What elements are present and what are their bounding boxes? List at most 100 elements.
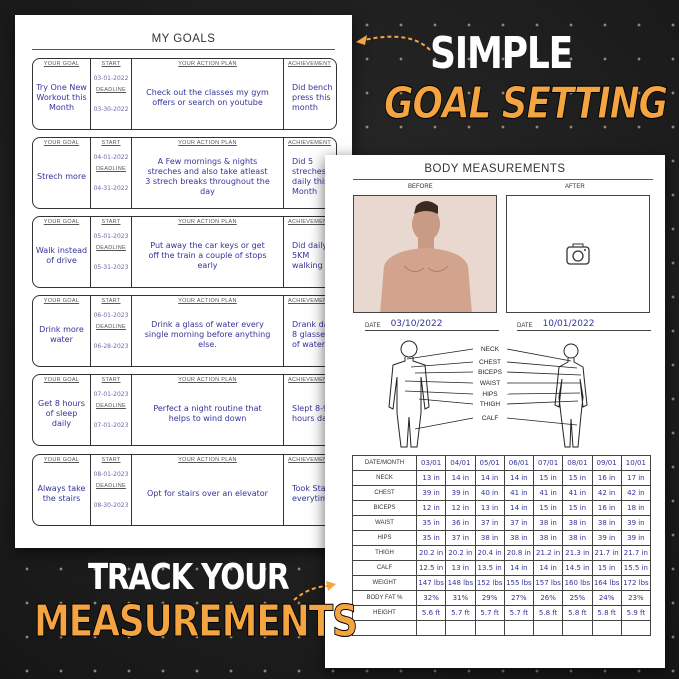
measurement-cell[interactable]: 35 in: [415, 530, 447, 546]
measurement-cell[interactable]: [532, 620, 564, 636]
dates-cell[interactable]: START 04-01-2022 DEADLINE 04-31-2022: [91, 138, 132, 208]
measurement-cell[interactable]: 21.7 in: [591, 545, 622, 561]
measurement-cell[interactable]: 15 in: [591, 560, 622, 576]
dates-cell[interactable]: START 08-01-2023 DEADLINE 08-30-2023: [91, 455, 132, 525]
measurement-cell[interactable]: 27%: [503, 590, 535, 606]
measurement-cell[interactable]: 148 lbs: [445, 575, 476, 591]
measurement-cell[interactable]: 15 in: [532, 470, 564, 486]
measurement-cell[interactable]: 21.7 in: [620, 545, 652, 561]
measurement-cell[interactable]: 15 in: [562, 470, 593, 486]
measurement-cell[interactable]: 20.8 in: [503, 545, 535, 561]
measurement-cell[interactable]: 32%: [415, 590, 447, 606]
after-date-field[interactable]: DATE 10/01/2022: [517, 317, 651, 331]
measurement-cell[interactable]: 13 in: [445, 560, 476, 576]
plan-cell[interactable]: YOUR ACTION PLAN Put away the car keys or…: [132, 217, 284, 287]
measurement-cell[interactable]: 38 in: [562, 530, 593, 546]
measurement-cell[interactable]: 20.2 in: [445, 545, 476, 561]
measurement-cell[interactable]: [415, 620, 447, 636]
dates-cell[interactable]: START 03-01-2022 DEADLINE 03-30-2022: [91, 59, 132, 129]
measurement-cell[interactable]: 13 in: [415, 470, 447, 486]
goal-cell[interactable]: YOUR GOAL Get 8 hours of sleep daily: [33, 375, 91, 445]
measurement-cell[interactable]: 42 in: [620, 485, 652, 501]
measurement-cell[interactable]: 37 in: [474, 515, 505, 531]
measurement-cell[interactable]: 157 lbs: [532, 575, 564, 591]
goal-cell[interactable]: YOUR GOAL Always take the stairs: [33, 455, 91, 525]
measurement-cell[interactable]: 38 in: [532, 530, 564, 546]
measurement-cell[interactable]: [620, 620, 652, 636]
plan-cell[interactable]: YOUR ACTION PLAN Perfect a night routine …: [132, 375, 284, 445]
measurement-cell[interactable]: 39 in: [415, 485, 447, 501]
measurement-cell[interactable]: 172 lbs: [620, 575, 652, 591]
measurement-cell[interactable]: 37 in: [445, 530, 476, 546]
measurement-cell[interactable]: 5.9 ft: [620, 605, 652, 621]
measurement-cell[interactable]: 18 in: [620, 500, 652, 516]
measurement-cell[interactable]: 20.2 in: [415, 545, 447, 561]
measurement-cell[interactable]: 14 in: [503, 560, 535, 576]
measurement-cell[interactable]: 35 in: [415, 515, 447, 531]
measurement-cell[interactable]: 5.6 ft: [415, 605, 447, 621]
measurement-cell[interactable]: 5.7 ft: [445, 605, 476, 621]
measurement-cell[interactable]: 14 in: [503, 500, 535, 516]
measurement-cell[interactable]: 41 in: [503, 485, 535, 501]
measurement-cell[interactable]: 21.3 in: [562, 545, 593, 561]
measurement-cell[interactable]: 38 in: [532, 515, 564, 531]
goal-cell[interactable]: YOUR GOAL Drink more water: [33, 296, 91, 366]
plan-cell[interactable]: YOUR ACTION PLAN Opt for stairs over an e…: [132, 455, 284, 525]
measurement-cell[interactable]: [591, 620, 622, 636]
measurement-cell[interactable]: 12 in: [445, 500, 476, 516]
measurement-cell[interactable]: 20.4 in: [474, 545, 505, 561]
measurement-cell[interactable]: 39 in: [620, 530, 652, 546]
dates-cell[interactable]: START 06-01-2023 DEADLINE 06-28-2023: [91, 296, 132, 366]
measurement-cell[interactable]: 5.8 ft: [532, 605, 564, 621]
measurement-cell[interactable]: 41 in: [532, 485, 564, 501]
measurement-cell[interactable]: 39 in: [445, 485, 476, 501]
measurement-cell[interactable]: 5.8 ft: [562, 605, 593, 621]
measurement-cell[interactable]: 15 in: [532, 500, 564, 516]
after-photo-placeholder[interactable]: [506, 195, 650, 313]
measurement-cell[interactable]: 14.5 in: [562, 560, 593, 576]
before-date-field[interactable]: DATE 03/10/2022: [365, 317, 499, 331]
measurement-cell[interactable]: [474, 620, 505, 636]
measurement-cell[interactable]: 5.7 ft: [474, 605, 505, 621]
measurement-cell[interactable]: 164 lbs: [591, 575, 622, 591]
measurement-cell[interactable]: [445, 620, 476, 636]
achievement-cell[interactable]: ACHIEVEMENT Did bench press this month: [284, 59, 336, 129]
measurement-cell[interactable]: 5.7 ft: [503, 605, 535, 621]
measurement-cell[interactable]: 31%: [445, 590, 476, 606]
measurement-cell[interactable]: [562, 620, 593, 636]
measurement-cell[interactable]: 160 lbs: [562, 575, 593, 591]
measurement-cell[interactable]: 42 in: [591, 485, 622, 501]
measurement-cell[interactable]: 41 in: [562, 485, 593, 501]
achievement-cell[interactable]: ACHIEVEMENT Took Sta everytime: [284, 455, 336, 525]
measurement-cell[interactable]: 14 in: [445, 470, 476, 486]
measurement-cell[interactable]: 38 in: [503, 530, 535, 546]
plan-cell[interactable]: YOUR ACTION PLAN Drink a glass of water e…: [132, 296, 284, 366]
measurement-cell[interactable]: 24%: [591, 590, 622, 606]
goal-cell[interactable]: YOUR GOAL Try One New Workout this Month: [33, 59, 91, 129]
measurement-cell[interactable]: 14 in: [532, 560, 564, 576]
measurement-cell[interactable]: 21.2 in: [532, 545, 564, 561]
achievement-cell[interactable]: ACHIEVEMENT Drank da 8 glasses of water: [284, 296, 336, 366]
measurement-cell[interactable]: 152 lbs: [474, 575, 505, 591]
goal-cell[interactable]: YOUR GOAL Walk instead of drive: [33, 217, 91, 287]
measurement-cell[interactable]: 36 in: [445, 515, 476, 531]
measurement-cell[interactable]: 40 in: [474, 485, 505, 501]
measurement-cell[interactable]: 39 in: [620, 515, 652, 531]
achievement-cell[interactable]: ACHIEVEMENT Slept 8-9 hours dail: [284, 375, 336, 445]
measurement-cell[interactable]: 38 in: [591, 515, 622, 531]
measurement-cell[interactable]: 16 in: [591, 470, 622, 486]
measurement-cell[interactable]: 16 in: [591, 500, 622, 516]
measurement-cell[interactable]: 23%: [620, 590, 652, 606]
measurement-cell[interactable]: 39 in: [591, 530, 622, 546]
measurement-cell[interactable]: 12 in: [415, 500, 447, 516]
measurement-cell[interactable]: 5.8 ft: [591, 605, 622, 621]
measurement-cell[interactable]: 147 lbs: [415, 575, 447, 591]
before-photo[interactable]: [353, 195, 497, 313]
achievement-cell[interactable]: ACHIEVEMENT Did daily 5KM walking: [284, 217, 336, 287]
measurement-cell[interactable]: 155 lbs: [503, 575, 535, 591]
measurement-cell[interactable]: 38 in: [562, 515, 593, 531]
plan-cell[interactable]: YOUR ACTION PLAN A Few mornings & nights …: [132, 138, 284, 208]
achievement-cell[interactable]: ACHIEVEMENT Did 5 streches daily this Mon…: [284, 138, 336, 208]
dates-cell[interactable]: START 07-01-2023 DEADLINE 07-01-2023: [91, 375, 132, 445]
measurement-cell[interactable]: 29%: [474, 590, 505, 606]
